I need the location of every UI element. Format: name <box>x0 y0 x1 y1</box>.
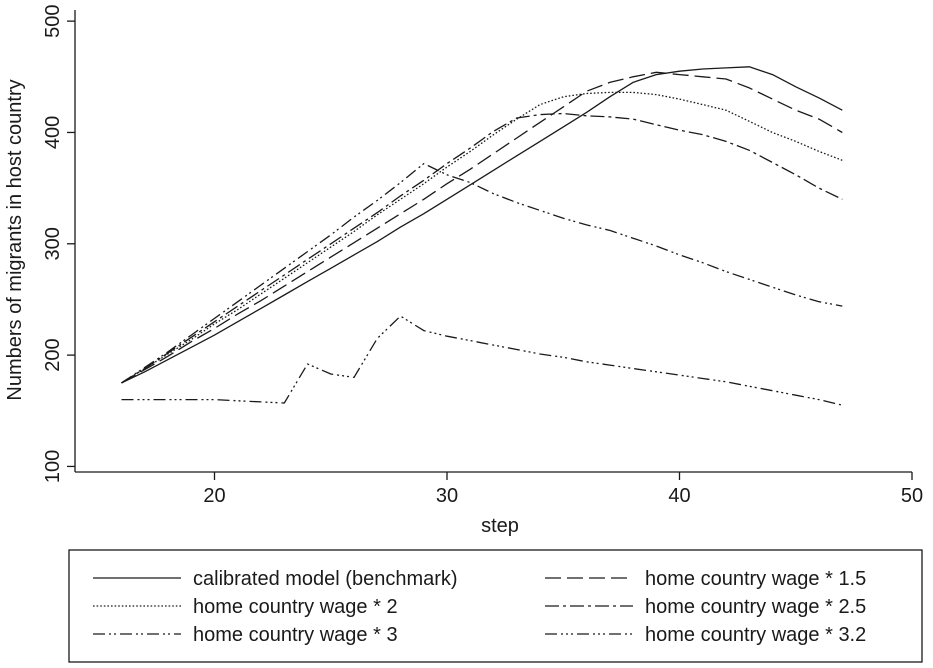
x-tick-label: 40 <box>668 485 690 507</box>
x-tick-label: 50 <box>901 485 923 507</box>
legend-items: calibrated model (benchmark) home country… <box>93 568 866 646</box>
y-tick-label: 100 <box>42 450 64 483</box>
legend-label-2: home country wage * 1.5 <box>645 568 866 590</box>
y-tick-label: 400 <box>42 116 64 149</box>
axes <box>74 10 912 473</box>
legend-label-6: home country wage * 3.2 <box>645 624 866 646</box>
legend-label-3: home country wage * 2 <box>193 596 398 618</box>
legend-label-5: home country wage * 3 <box>193 624 398 646</box>
x-tick-label: 30 <box>436 485 458 507</box>
series-line-6 <box>121 315 843 406</box>
series-line-2 <box>121 71 843 384</box>
legend-label-4: home country wage * 2.5 <box>645 596 866 618</box>
legend-label-1: calibrated model (benchmark) <box>193 568 458 590</box>
plot-lines <box>121 66 843 406</box>
y-axis-title: Numbers of migrants in host country <box>4 79 26 400</box>
x-tick-label: 20 <box>203 485 225 507</box>
y-tick-label: 300 <box>42 227 64 260</box>
series-line-3 <box>121 91 843 384</box>
legend: calibrated model (benchmark) home country… <box>68 549 923 663</box>
axis-ticks: 100 200 300 400 500 20 30 40 50 <box>42 4 923 507</box>
legend-box <box>68 549 923 663</box>
x-axis-title: step <box>481 515 519 537</box>
y-tick-label: 200 <box>42 338 64 371</box>
y-tick-label: 500 <box>42 4 64 37</box>
series-line-4 <box>121 112 843 384</box>
series-line-5 <box>121 162 843 384</box>
series-line-1 <box>121 66 843 384</box>
